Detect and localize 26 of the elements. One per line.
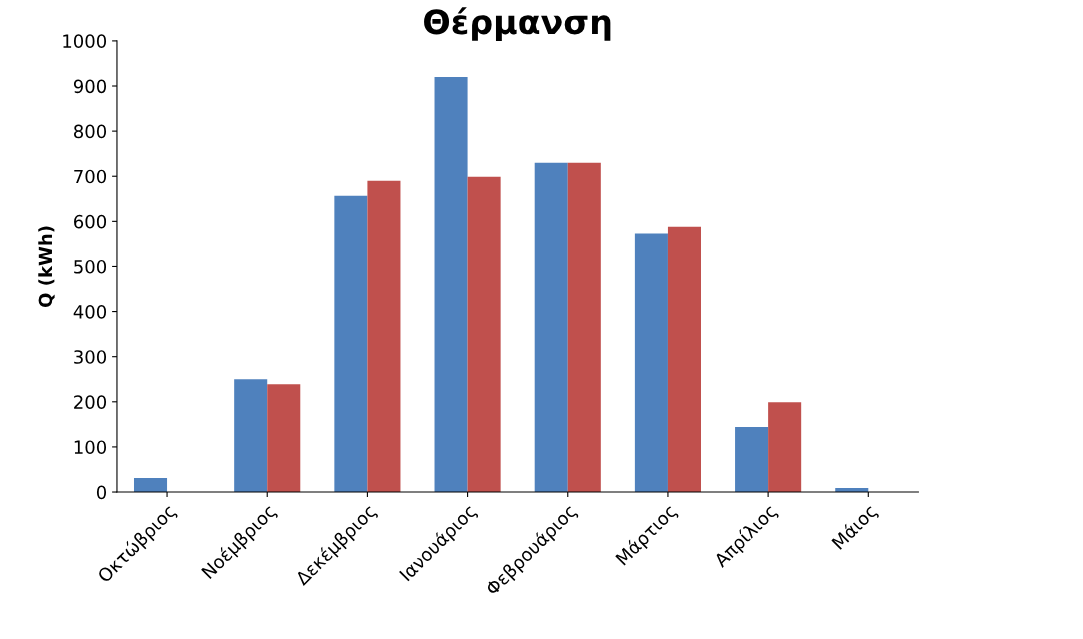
bar (234, 379, 268, 493)
bar (768, 402, 802, 493)
bar (267, 384, 301, 493)
y-axis-title: Q (kWh) (38, 226, 55, 308)
bar (534, 162, 568, 493)
bar (334, 195, 368, 493)
y-tick-label: 600 (74, 214, 107, 229)
bar (133, 478, 168, 493)
chart-title: Θέρμανση (424, 7, 611, 41)
y-tick-label: 900 (73, 79, 107, 94)
y-tick-label: 100 (74, 440, 107, 455)
y-tick-label: 0 (96, 485, 107, 500)
y-tick-label: 400 (73, 305, 107, 319)
y-tick-label: 200 (74, 395, 107, 409)
bar (467, 176, 501, 493)
bar (567, 162, 601, 493)
y-tick-label: 700 (74, 169, 107, 184)
bar (667, 226, 701, 493)
y-tick-label: 1000 (63, 34, 107, 49)
bar (367, 180, 401, 493)
bar (735, 427, 769, 493)
y-tick-label: 500 (74, 259, 107, 274)
y-tick-label: 800 (74, 124, 107, 139)
y-tick-label: 300 (74, 350, 107, 364)
bar (434, 76, 468, 493)
bar (634, 233, 668, 493)
